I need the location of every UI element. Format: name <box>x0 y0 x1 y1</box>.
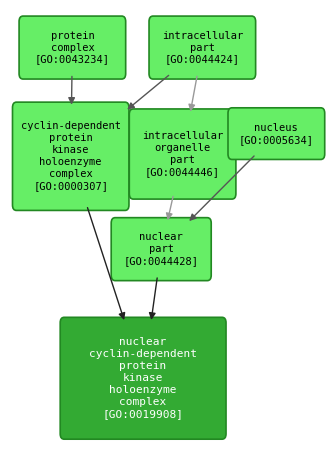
FancyBboxPatch shape <box>129 109 236 199</box>
Text: protein
complex
[GO:0043234]: protein complex [GO:0043234] <box>35 30 110 65</box>
Text: intracellular
part
[GO:0044424]: intracellular part [GO:0044424] <box>162 30 243 65</box>
Text: nuclear
part
[GO:0044428]: nuclear part [GO:0044428] <box>124 232 199 266</box>
FancyBboxPatch shape <box>60 317 226 439</box>
FancyBboxPatch shape <box>149 16 256 79</box>
FancyBboxPatch shape <box>19 16 126 79</box>
FancyBboxPatch shape <box>111 217 211 280</box>
Text: nucleus
[GO:0005634]: nucleus [GO:0005634] <box>239 123 314 145</box>
Text: nuclear
cyclin-dependent
protein
kinase
holoenzyme
complex
[GO:0019908]: nuclear cyclin-dependent protein kinase … <box>89 337 197 419</box>
Text: intracellular
organelle
part
[GO:0044446]: intracellular organelle part [GO:0044446… <box>142 131 223 177</box>
FancyBboxPatch shape <box>13 102 129 210</box>
Text: cyclin-dependent
protein
kinase
holoenzyme
complex
[GO:0000307]: cyclin-dependent protein kinase holoenzy… <box>21 121 121 191</box>
FancyBboxPatch shape <box>228 108 325 159</box>
